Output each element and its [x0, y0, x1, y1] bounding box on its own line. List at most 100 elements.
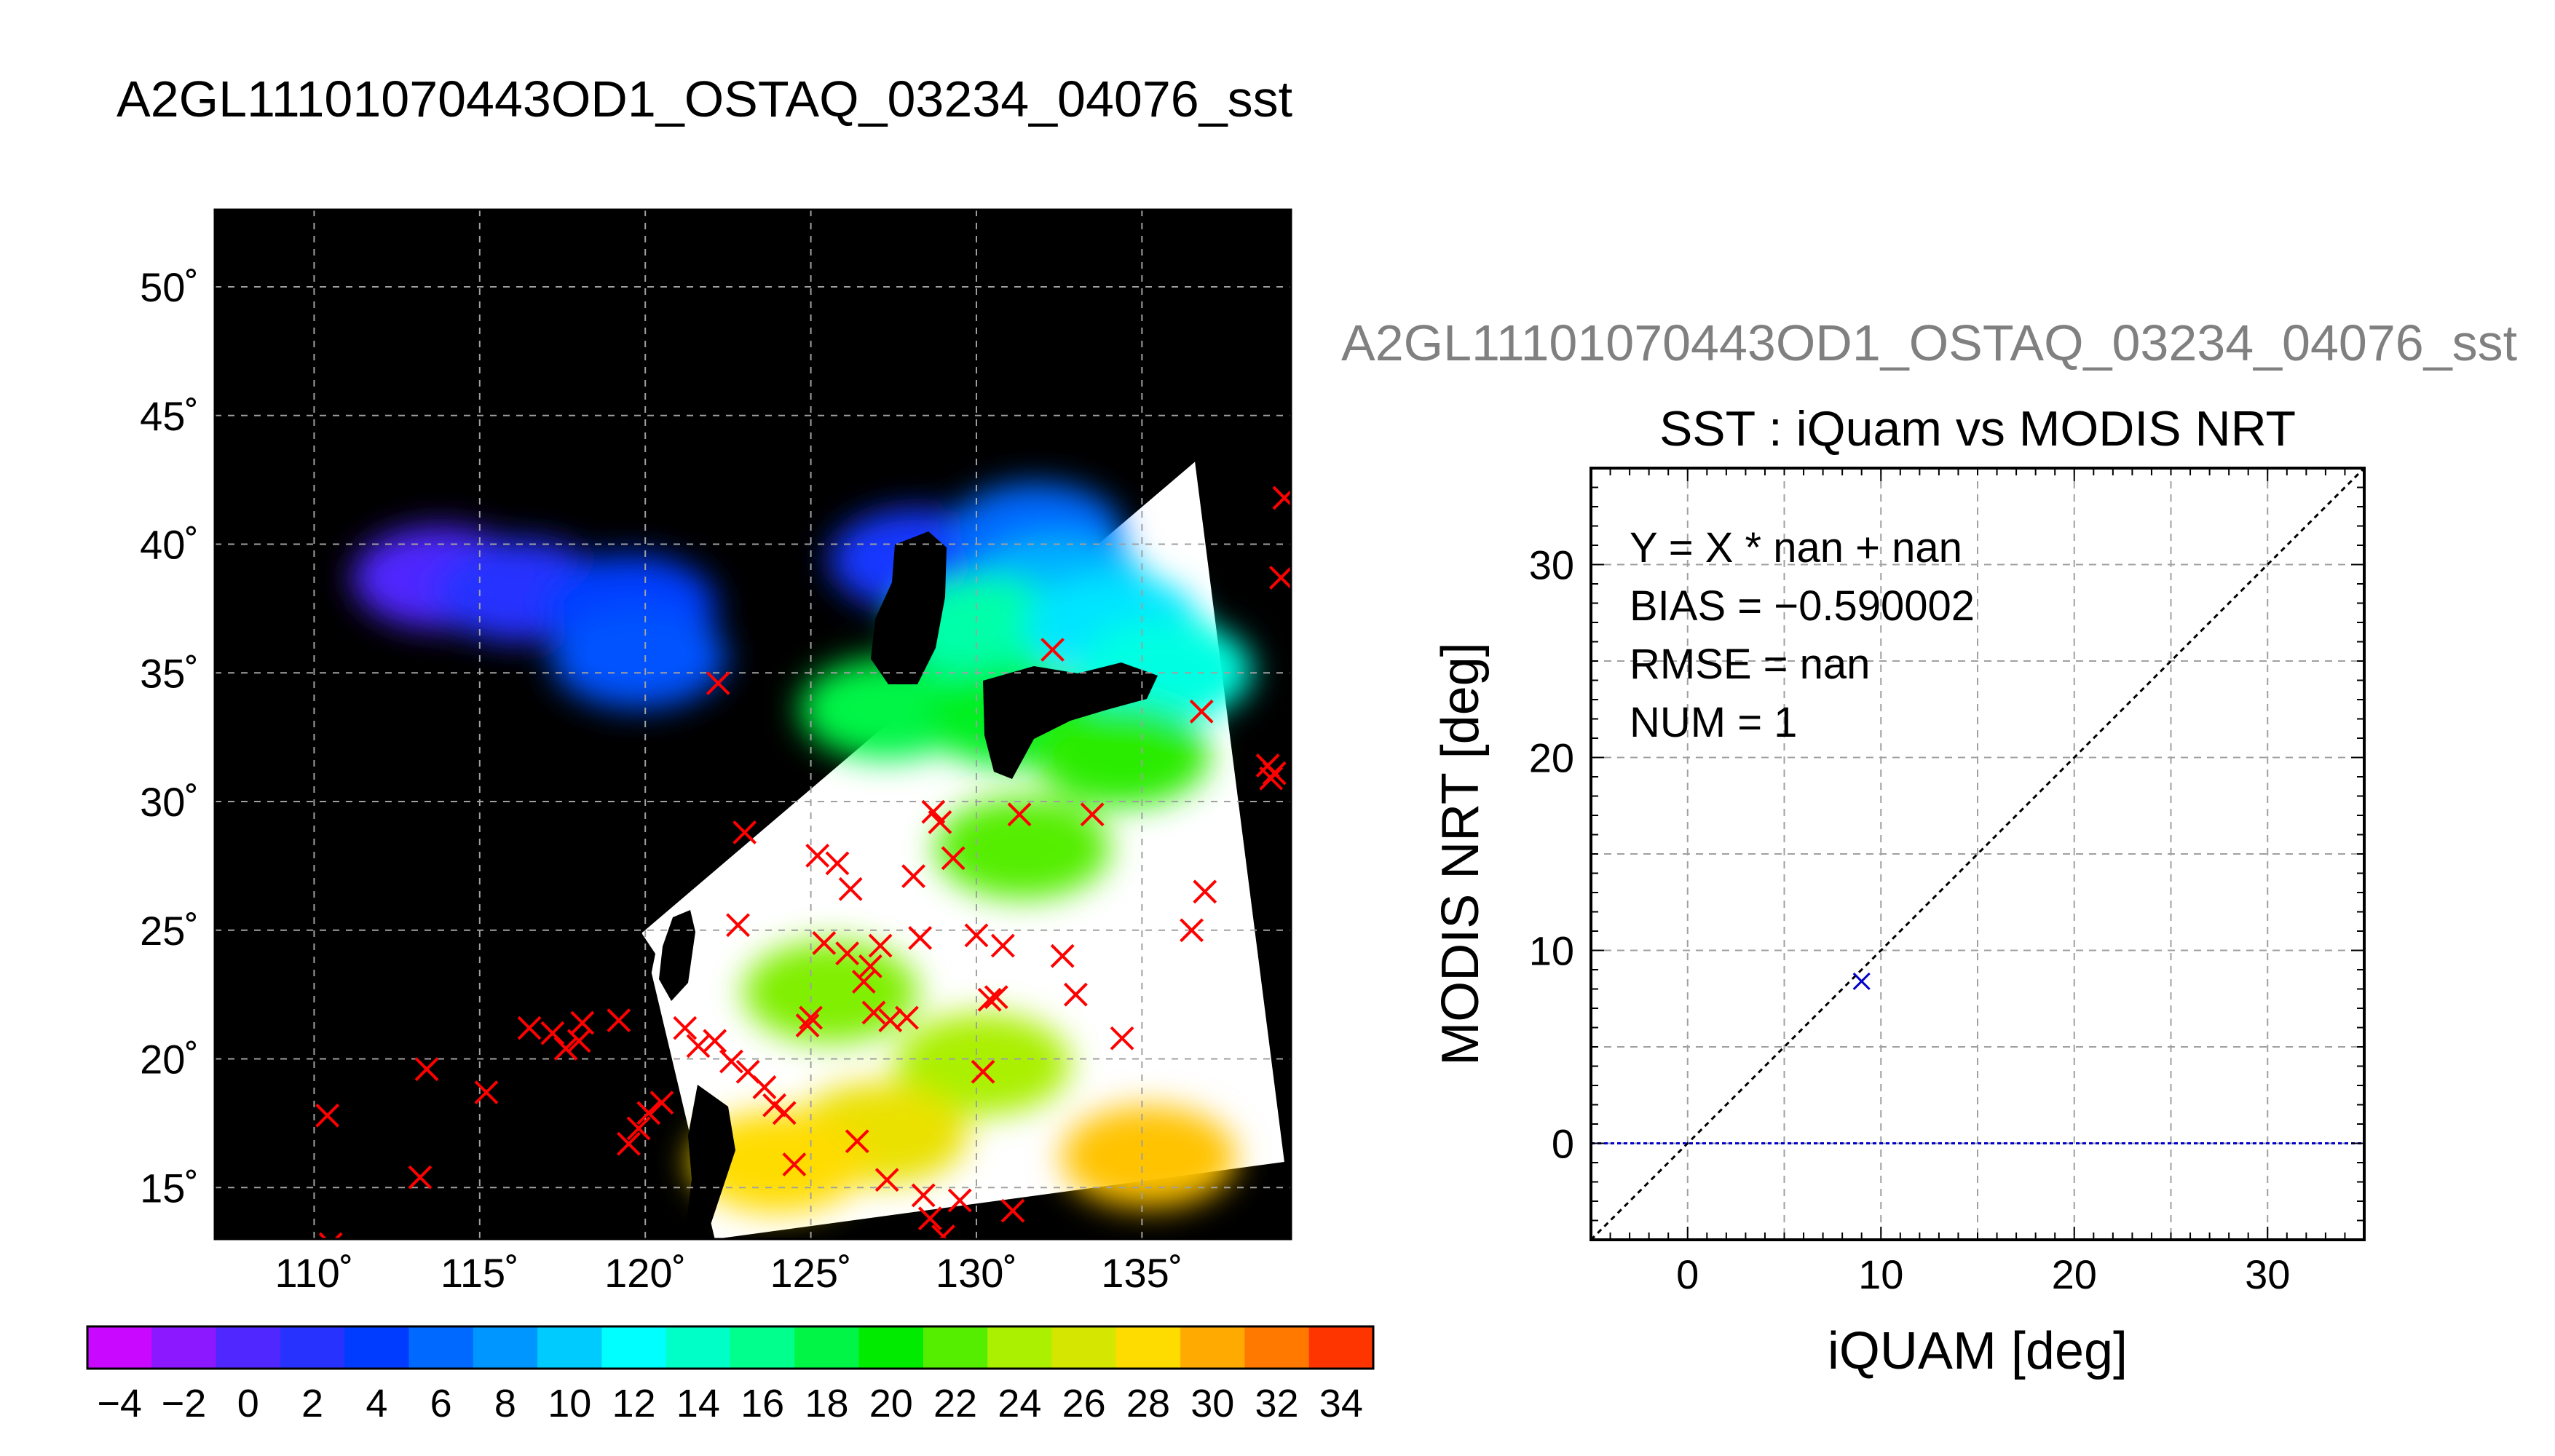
buoy-marker — [782, 1152, 807, 1176]
scatter-grid — [1591, 468, 2364, 1240]
buoy-marker — [838, 877, 863, 901]
colorbar-tick: −4 — [97, 1382, 142, 1425]
colorbar-tick: 10 — [548, 1382, 591, 1425]
colorbar-swatch — [216, 1326, 281, 1369]
colorbar: −4 −2 0 2 4 6 8 10 12 14 16 18 20 22 24 26 28 30 32 34 — [86, 1325, 1375, 1425]
one-to-one-line — [1591, 468, 2364, 1240]
stats-num: NUM = 1 — [1630, 699, 1797, 746]
map-y-tick-labels: 15˚ 20˚ 25˚ 30˚ 35˚ 40˚ 45˚ 50˚ — [140, 264, 199, 1211]
scatter-x-tick: 30 — [2245, 1251, 2290, 1297]
buoy-marker — [795, 1013, 820, 1038]
map-x-tick-labels: 110˚ 115˚ 120˚ 125˚ 130˚ 135˚ — [275, 1250, 1182, 1296]
buoy-marker — [607, 1008, 631, 1032]
buoy-marker — [1180, 918, 1204, 943]
buoy-marker — [553, 1036, 578, 1061]
map-x-tick: 120˚ — [604, 1250, 686, 1296]
colorbar-swatch — [1115, 1326, 1181, 1369]
colorbar-tick: 0 — [237, 1382, 259, 1425]
taiwan-landmass — [659, 910, 695, 1001]
colorbar-swatch — [280, 1326, 345, 1369]
stats-bias: BIAS = −0.590002 — [1630, 582, 1975, 630]
buoy-marker — [858, 954, 882, 978]
map-y-tick: 25˚ — [140, 908, 199, 954]
stats-box: Y = X * nan + nan BIAS = −0.590002 RMSE … — [1630, 524, 1975, 746]
scatter-xlabel: iQUAM [deg] — [1828, 1322, 2128, 1380]
map-grid — [215, 210, 1291, 1239]
buoy-marker — [908, 925, 933, 950]
map-y-tick: 40˚ — [140, 522, 199, 568]
scatter-ylabel: MODIS NRT [deg] — [1431, 642, 1490, 1066]
scatter-y-tick-labels: 0 10 20 30 — [1529, 542, 1574, 1167]
buoy-marker — [921, 799, 946, 824]
buoy-marker — [911, 1183, 936, 1208]
sst-patch — [1061, 1105, 1236, 1208]
sst-patch — [935, 796, 1110, 899]
buoy-marker — [805, 843, 830, 868]
buoy-marker — [917, 1206, 942, 1231]
buoy-marker — [947, 1188, 972, 1213]
buoy-marker — [570, 1010, 595, 1035]
scatter-point — [1852, 972, 1871, 990]
stats-fit-line: Y = X * nan + nan — [1630, 524, 1962, 571]
colorbar-swatch — [987, 1326, 1053, 1369]
colorbar-tick: 34 — [1319, 1382, 1363, 1425]
buoy-marker — [649, 1091, 674, 1115]
map-y-tick: 50˚ — [140, 264, 199, 310]
scatter-x-tick-labels: 0 10 20 30 — [1676, 1251, 2290, 1297]
buoy-marker — [812, 931, 837, 955]
map-y-tick: 20˚ — [140, 1037, 199, 1083]
buoy-marker — [931, 1224, 955, 1239]
buoy-marker — [845, 1129, 869, 1154]
sst-scatter: SST : iQuam vs MODIS NRT 0 10 20 30 0 10 20 30… — [1431, 401, 2366, 1380]
buoy-marker — [825, 851, 850, 876]
buoy-marker — [984, 985, 1008, 1010]
buoy-marker — [901, 864, 925, 888]
buoy-marker — [706, 671, 730, 695]
map-frame — [213, 208, 1292, 1241]
scatter-x-tick: 0 — [1676, 1251, 1699, 1297]
colorbar-swatch — [794, 1326, 860, 1369]
buoy-marker — [636, 1101, 661, 1125]
colorbar-tick-labels: −4 −2 0 2 4 6 8 10 12 14 16 18 20 22 24 26 28 30 32 34 — [97, 1382, 1363, 1425]
colorbar-swatch — [87, 1326, 152, 1369]
colorbar-tick: 2 — [301, 1382, 323, 1425]
scatter-frame — [1590, 467, 2366, 1241]
stats-rmse: RMSE = nan — [1630, 641, 1870, 688]
colorbar-tick: 18 — [805, 1382, 848, 1425]
buoy-marker — [1272, 486, 1291, 510]
map-x-tick: 125˚ — [770, 1250, 852, 1296]
buoy-marker — [752, 1075, 777, 1099]
buoy-marker — [835, 941, 860, 966]
buoy-marker — [895, 1005, 919, 1030]
buoy-marker — [1007, 802, 1032, 827]
colorbar-tick: −2 — [162, 1382, 207, 1425]
buoy-marker — [318, 1232, 343, 1239]
colorbar-swatch — [537, 1326, 602, 1369]
buoy-marker — [719, 1049, 743, 1074]
main-title: A2GL11101070443OD1_OSTAQ_03234_04076_sst — [117, 71, 1292, 127]
scatter-y-tick: 0 — [1552, 1121, 1574, 1167]
buoy-marker — [732, 820, 757, 844]
buoy-marker — [703, 1029, 727, 1053]
colorbar-swatch — [344, 1326, 410, 1369]
colorbar-swatch — [730, 1326, 795, 1369]
luzon-landmass — [684, 1085, 735, 1238]
colorbar-tick: 26 — [1062, 1382, 1106, 1425]
sst-patch — [1035, 704, 1210, 807]
scatter-y-tick: 10 — [1529, 928, 1574, 974]
buoy-marker — [1189, 699, 1214, 724]
korea-landmass — [871, 531, 947, 684]
colorbar-swatch — [1051, 1326, 1117, 1369]
colorbar-tick: 32 — [1255, 1382, 1299, 1425]
colorbar-swatch — [601, 1326, 667, 1369]
japan-landmass — [983, 662, 1158, 779]
colorbar-swatch — [1308, 1326, 1374, 1369]
buoy-marker — [1193, 879, 1217, 904]
colorbar-tick: 28 — [1126, 1382, 1170, 1425]
buoy-marker — [517, 1016, 542, 1040]
colorbar-swatch — [408, 1326, 474, 1369]
colorbar-swatch — [473, 1326, 538, 1369]
scatter-header: A2GL11101070443OD1_OSTAQ_03234_04076_sst — [1341, 314, 2517, 371]
buoy-marker — [686, 1034, 711, 1059]
